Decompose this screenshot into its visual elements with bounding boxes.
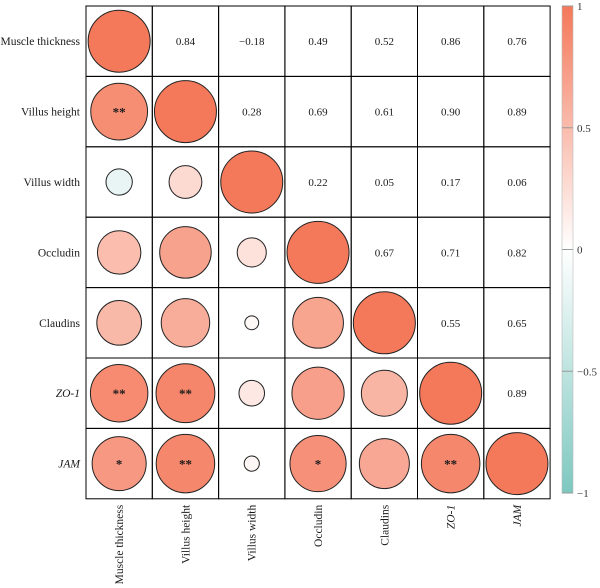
correlation-circle: [286, 220, 350, 284]
column-label: Occludin: [313, 505, 325, 547]
correlation-value-label: 0.22: [308, 177, 327, 189]
column-label: JAM: [512, 503, 524, 526]
correlation-circle: [238, 379, 266, 407]
correlation-circle: [159, 226, 212, 279]
correlation-value-label: 0.90: [441, 107, 461, 119]
correlation-value-label: 0.65: [507, 318, 527, 330]
correlation-value-label: 0.76: [507, 36, 527, 48]
row-label: Villus width: [24, 177, 81, 189]
correlation-circle: [291, 366, 345, 420]
colorbar-tick-label: 0.5: [577, 123, 591, 135]
labels-layer: Muscle thickness Villus height Villus widt…: [0, 36, 523, 584]
correlation-circle: [96, 230, 142, 275]
correlation-value-label: 0.84: [176, 36, 196, 48]
correlation-value-label: 0.86: [441, 36, 461, 48]
significance-marker: **: [113, 386, 126, 401]
correlation-circle: [96, 299, 143, 346]
correlation-value-label: 0.49: [308, 36, 328, 48]
column-label: Villus width: [247, 505, 259, 562]
correlation-value-label: 0.71: [441, 247, 460, 259]
significance-marker: **: [113, 105, 126, 120]
colorbar-tick-label: −1: [577, 488, 589, 500]
row-label: Claudins: [39, 318, 80, 330]
correlation-value-label: 0.67: [375, 247, 395, 259]
correlation-value-label: 0.05: [375, 177, 395, 189]
colorbar: 1 0.5 0 −0.5 −1: [561, 1, 597, 500]
correlation-circle: [105, 168, 133, 196]
circles-layer: [87, 9, 549, 496]
row-label: Occludin: [38, 247, 80, 259]
correlation-circle: [153, 80, 217, 144]
correlation-circle: [160, 298, 211, 348]
correlation-circle: [419, 361, 483, 425]
cells-layer: [85, 5, 551, 500]
correlation-circle: [352, 291, 416, 355]
correlation-circle: [89, 363, 149, 423]
correlation-circle: [243, 455, 260, 472]
grid-cell: [483, 427, 551, 500]
row-label: JAM: [58, 459, 81, 471]
correlation-value-label: −0.18: [239, 36, 265, 48]
colorbar-tick-label: 1: [577, 1, 583, 13]
row-label: Muscle thickness: [0, 36, 80, 48]
correlation-circle: [420, 433, 481, 494]
row-label: Villus height: [21, 107, 81, 119]
colorbar-tick-label: 0: [577, 245, 583, 257]
correlation-circle: [358, 438, 410, 490]
correlation-value-label: 0.17: [441, 177, 461, 189]
correlation-circle: [244, 315, 260, 331]
correlation-value-label: 0.89: [507, 107, 527, 119]
correlation-value-label: 0.89: [507, 388, 527, 400]
correlation-circle: [155, 363, 216, 424]
significance-marker: **: [179, 457, 192, 472]
significance-marker: *: [116, 457, 123, 472]
column-label: Muscle thickness: [114, 504, 126, 584]
column-label: Claudins: [379, 504, 391, 545]
correlation-value-label: 0.55: [441, 318, 461, 330]
correlation-circle: [91, 436, 147, 492]
column-label: Villus height: [180, 504, 192, 564]
correlation-circle: [168, 165, 203, 199]
correlation-circle: [87, 9, 151, 73]
correlation-circle: [155, 433, 216, 494]
column-label: ZO-1: [446, 505, 458, 529]
correlation-circle: [292, 296, 344, 349]
correlation-value-label: 0.61: [375, 107, 394, 119]
correlation-circle: [220, 150, 284, 214]
correlation-circle: [485, 432, 549, 496]
row-label: ZO-1: [56, 388, 80, 400]
correlation-value-label: 0.06: [507, 177, 527, 189]
correlation-value-label: 0.82: [507, 247, 526, 259]
text-layer: 0.84 −0.18 0.49 0.52 0.86 0.76 0.28 0.69 0.61 0.9…: [113, 36, 527, 471]
significance-marker: **: [444, 457, 457, 472]
correlation-circle: [360, 369, 408, 417]
significance-marker: *: [315, 457, 322, 472]
correlation-circle: [236, 237, 267, 268]
significance-marker: **: [179, 386, 192, 401]
correlation-value-label: 0.28: [242, 107, 262, 119]
colorbar-tick-label: −0.5: [577, 366, 597, 378]
correlation-value-label: 0.69: [308, 107, 328, 119]
correlation-circle: [90, 82, 149, 141]
correlation-value-label: 0.52: [375, 36, 394, 48]
correlation-circle: [289, 435, 347, 493]
